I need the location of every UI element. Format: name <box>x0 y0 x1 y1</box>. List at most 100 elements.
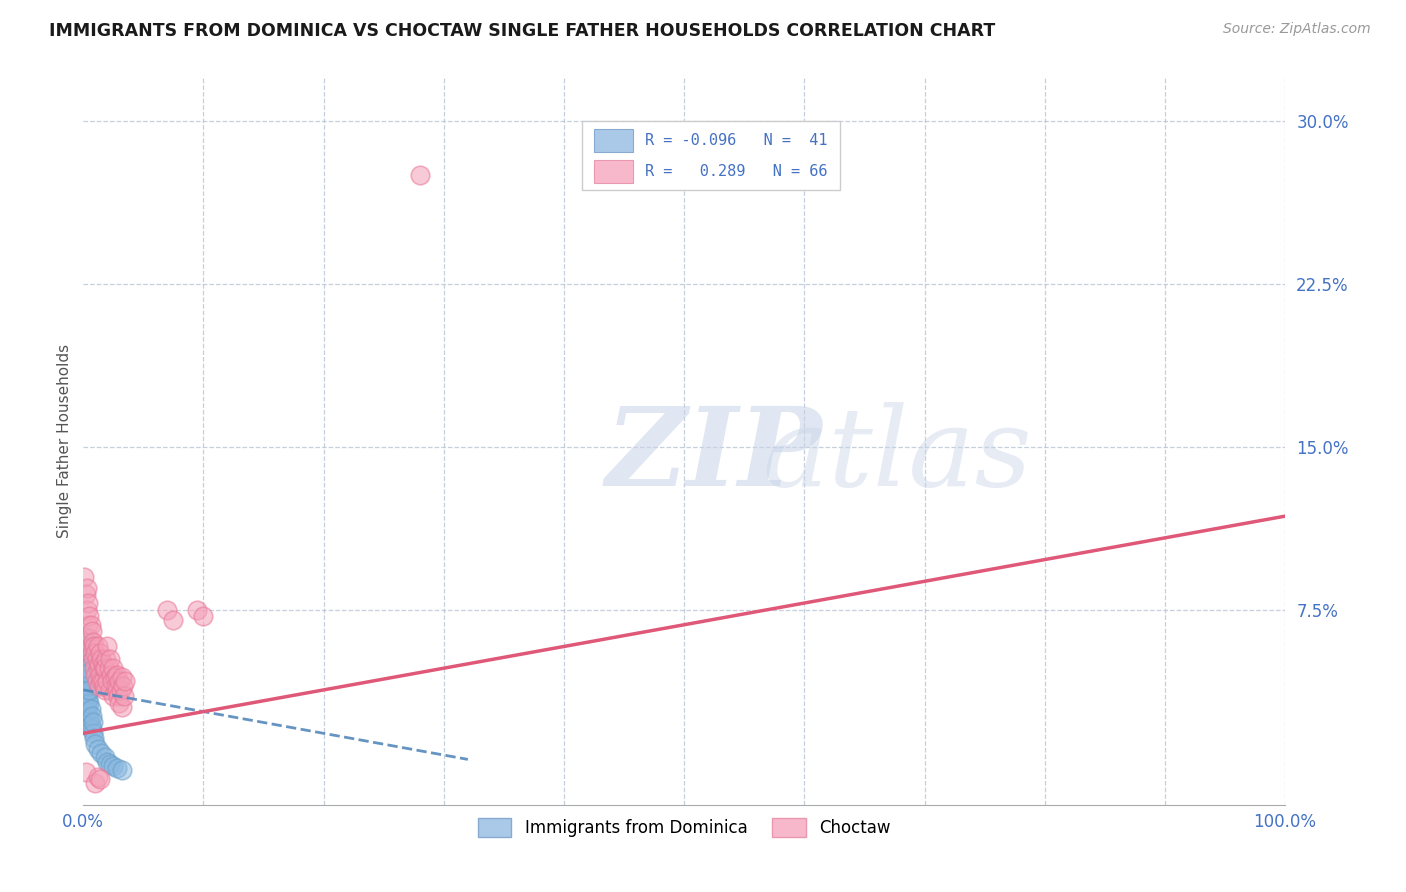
Point <box>79 711 101 725</box>
Point <box>87 657 110 671</box>
Point <box>100 667 122 681</box>
Point <box>103 661 125 675</box>
Point <box>111 700 134 714</box>
Legend: Immigrants from Dominica, Choctaw: Immigrants from Dominica, Choctaw <box>471 812 897 844</box>
Point <box>186 602 208 616</box>
Point <box>94 652 117 666</box>
FancyBboxPatch shape <box>582 121 841 190</box>
Point <box>86 661 108 675</box>
Point <box>84 776 107 790</box>
Point <box>108 674 131 689</box>
Point <box>73 682 96 697</box>
Point <box>96 640 118 654</box>
Point <box>112 690 135 704</box>
Text: atlas: atlas <box>762 402 1032 509</box>
Point <box>80 722 103 736</box>
Point <box>84 737 107 751</box>
Point <box>76 672 98 686</box>
Point <box>193 609 215 624</box>
Point <box>84 667 107 681</box>
Point <box>98 652 121 666</box>
Point <box>409 168 432 182</box>
Point <box>110 682 132 697</box>
Y-axis label: Single Father Households: Single Father Households <box>58 344 72 538</box>
Point <box>97 661 120 675</box>
Point <box>75 657 97 671</box>
Point <box>75 661 97 675</box>
Point <box>73 674 96 689</box>
Point <box>75 587 97 601</box>
Point <box>91 657 114 671</box>
Point <box>76 581 98 595</box>
Point <box>108 696 131 710</box>
Point <box>90 674 112 689</box>
FancyBboxPatch shape <box>595 129 633 153</box>
Point <box>77 596 100 610</box>
Point <box>94 682 117 697</box>
Point <box>98 756 121 771</box>
Point <box>80 709 103 723</box>
Point <box>86 741 108 756</box>
Point <box>73 629 96 643</box>
Point <box>77 679 100 693</box>
Point <box>89 646 111 660</box>
Point <box>86 674 108 689</box>
Point <box>89 772 111 786</box>
Point <box>103 690 125 704</box>
Point <box>98 682 121 697</box>
Point <box>76 602 98 616</box>
Point <box>82 635 104 649</box>
Point <box>79 631 101 645</box>
Point <box>76 700 98 714</box>
Text: R =   0.289   N = 66: R = 0.289 N = 66 <box>644 164 827 178</box>
Point <box>87 679 110 693</box>
Point <box>76 682 98 697</box>
Point <box>77 691 100 706</box>
Point <box>83 661 105 675</box>
Point <box>105 667 128 681</box>
Point <box>94 750 117 764</box>
Point <box>79 682 101 697</box>
Text: IMMIGRANTS FROM DOMINICA VS CHOCTAW SINGLE FATHER HOUSEHOLDS CORRELATION CHART: IMMIGRANTS FROM DOMINICA VS CHOCTAW SING… <box>49 22 995 40</box>
Point <box>105 682 128 697</box>
Point <box>90 746 112 760</box>
Point <box>89 667 111 681</box>
Point <box>75 765 97 780</box>
Point <box>76 687 98 701</box>
Point <box>104 679 127 693</box>
Point <box>79 717 101 731</box>
Point <box>79 640 101 654</box>
Point <box>73 570 96 584</box>
Text: Source: ZipAtlas.com: Source: ZipAtlas.com <box>1223 22 1371 37</box>
Point <box>73 640 96 654</box>
Point <box>79 617 101 632</box>
Point <box>75 670 97 684</box>
Point <box>162 614 184 628</box>
Point <box>111 679 134 693</box>
Point <box>79 609 101 624</box>
Point <box>77 665 100 680</box>
Point <box>111 670 134 684</box>
Point <box>96 755 118 769</box>
Point <box>103 670 125 684</box>
Point <box>79 702 101 716</box>
Point <box>111 764 134 778</box>
Point <box>94 661 117 675</box>
Point <box>83 640 105 654</box>
Point <box>82 652 104 666</box>
Point <box>114 674 136 689</box>
Point <box>105 761 128 775</box>
Point <box>82 715 104 730</box>
Point <box>75 646 97 660</box>
Point <box>103 759 125 773</box>
Point <box>91 674 114 689</box>
Point <box>76 661 98 675</box>
Point <box>86 640 108 654</box>
Point <box>93 679 115 693</box>
Point <box>77 705 100 719</box>
Point <box>82 726 104 740</box>
Point <box>76 696 98 710</box>
Point <box>77 617 100 632</box>
Point <box>93 661 115 675</box>
Point <box>80 624 103 639</box>
